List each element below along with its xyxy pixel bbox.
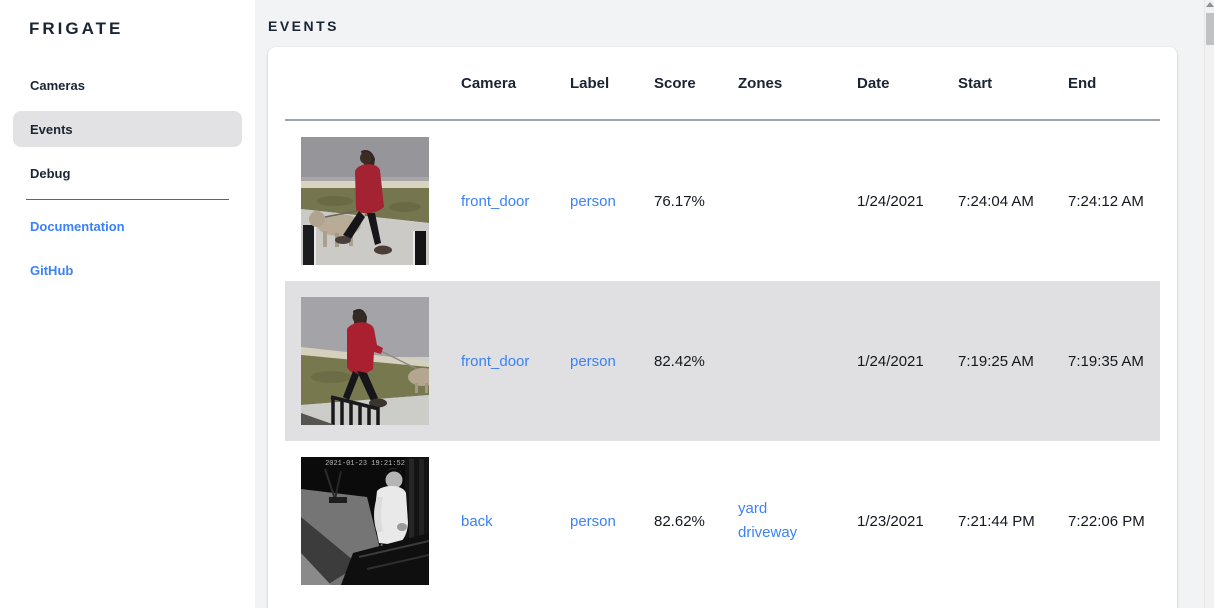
event-label-link[interactable]: person	[570, 352, 616, 370]
sidebar-nav: Cameras Events Debug Documentation GitHu…	[0, 67, 255, 288]
event-start-time: 7:19:25 AM	[958, 352, 1034, 370]
event-date: 1/24/2021	[857, 192, 924, 210]
event-camera-link[interactable]: back	[461, 512, 493, 530]
event-zones: yard driveway	[722, 497, 841, 545]
event-thumbnail-cell	[285, 137, 445, 265]
events-table-header: Camera Label Score Zones Date Start End	[285, 47, 1160, 121]
event-date: 1/23/2021	[857, 512, 924, 530]
event-end-time: 7:19:35 AM	[1068, 352, 1144, 370]
app-logo[interactable]: FRIGATE	[29, 19, 124, 38]
event-score: 82.42%	[654, 352, 705, 370]
sidebar-link-github[interactable]: GitHub	[13, 252, 242, 288]
event-end-time: 7:22:06 PM	[1068, 512, 1145, 530]
column-header-score: Score	[654, 74, 696, 92]
table-row-selected[interactable]: front_door person 82.42% 1/24/2021 7:19:…	[285, 281, 1160, 441]
event-label-link[interactable]: person	[570, 192, 616, 210]
events-card: Camera Label Score Zones Date Start End	[268, 47, 1177, 608]
column-header-label: Label	[570, 74, 610, 92]
column-header-date: Date	[857, 74, 890, 92]
event-thumbnail-image: 2021-01-23 19:21:52	[301, 457, 429, 585]
table-row[interactable]: front_door person 76.17% 1/24/2021 7:24:…	[285, 121, 1160, 281]
event-start-time: 7:21:44 PM	[958, 512, 1035, 530]
main-content: EVENTS Camera Label Score Zones Date Sta…	[255, 0, 1214, 608]
column-header-start: Start	[958, 74, 993, 92]
sidebar-item-label: Debug	[30, 165, 71, 181]
sidebar-item-cameras[interactable]: Cameras	[13, 67, 242, 103]
event-thumbnail-image	[301, 297, 429, 425]
event-end-time: 7:24:12 AM	[1068, 192, 1144, 210]
event-score: 82.62%	[654, 512, 705, 530]
event-thumbnail-cell: 2021-01-23 19:21:52	[285, 457, 445, 585]
sidebar-link-label: Documentation	[30, 218, 125, 234]
event-camera-link[interactable]: front_door	[461, 352, 530, 370]
sidebar-link-label: GitHub	[30, 262, 74, 278]
column-header-camera: Camera	[461, 74, 517, 92]
event-thumbnail-image	[301, 137, 429, 265]
column-header-zones: Zones	[738, 74, 783, 92]
sidebar-item-debug[interactable]: Debug	[13, 155, 242, 191]
vertical-scrollbar[interactable]	[1204, 0, 1214, 608]
event-zone-link[interactable]: driveway	[738, 524, 798, 541]
sidebar-divider	[26, 199, 229, 200]
sidebar-link-documentation[interactable]: Documentation	[13, 208, 242, 244]
event-start-time: 7:24:04 AM	[958, 192, 1034, 210]
table-row[interactable]: 2021-01-23 19:21:52 back person 82.62% y…	[285, 441, 1160, 601]
sidebar-item-label: Cameras	[30, 77, 85, 93]
event-zone-link[interactable]: yard	[738, 500, 768, 517]
event-camera-link[interactable]: front_door	[461, 192, 530, 210]
sidebar-item-label: Events	[30, 121, 73, 137]
sidebar: FRIGATE Cameras Events Debug Documentati…	[0, 0, 255, 608]
scrollbar-up-arrow-icon[interactable]	[1205, 2, 1214, 7]
event-label-link[interactable]: person	[570, 512, 616, 530]
event-thumbnail-cell	[285, 297, 445, 425]
scrollbar-thumb[interactable]	[1206, 13, 1214, 45]
sidebar-item-events[interactable]: Events	[13, 111, 242, 147]
page-title: EVENTS	[268, 18, 340, 34]
event-date: 1/24/2021	[857, 352, 924, 370]
ir-timestamp-text: 2021-01-23 19:21:52	[325, 460, 405, 468]
column-header-end: End	[1068, 74, 1097, 92]
event-score: 76.17%	[654, 192, 705, 210]
